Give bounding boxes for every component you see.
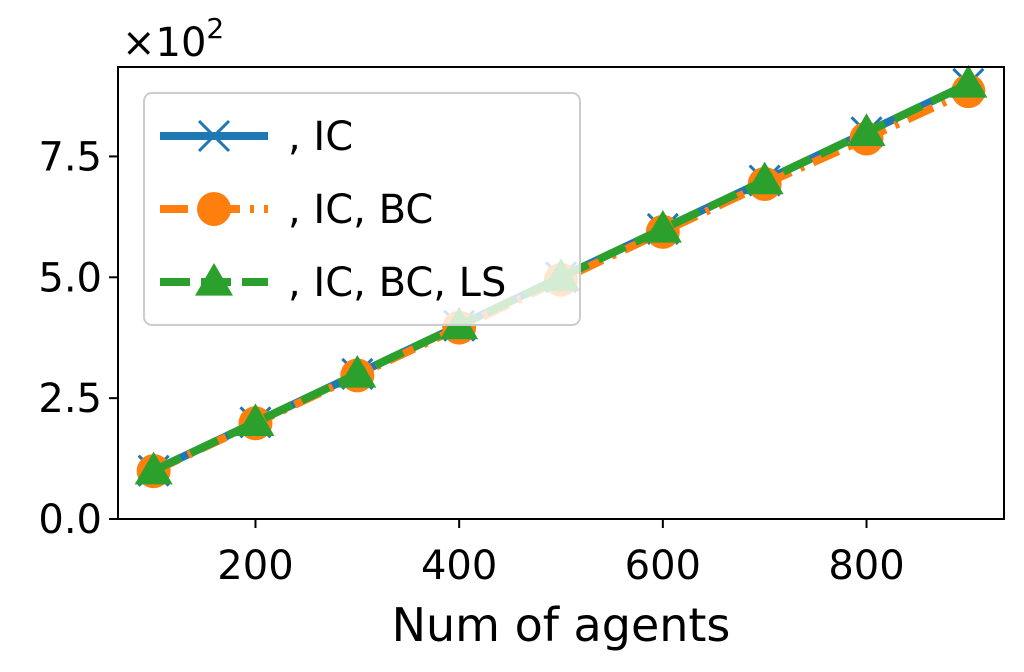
y-tick-label: 5.0: [38, 255, 102, 301]
y-tick-label: 0.0: [38, 497, 102, 543]
legend: , IC , IC, BC , IC, BC, LS: [143, 92, 581, 326]
legend-marker: [197, 192, 231, 226]
plot-frame: [117, 66, 1005, 520]
ticks-layer: 200 400 600 800 0.0 2.5 5.0 7.5: [38, 134, 904, 589]
legend-marker: [195, 263, 233, 296]
x-tick-label: 600: [625, 543, 701, 589]
data-point: [338, 354, 377, 388]
legend-label: , IC: [288, 114, 353, 160]
series-line: [151, 80, 971, 475]
y-multiplier-base: ×10: [122, 20, 206, 66]
x-tick-label: 200: [217, 543, 293, 589]
data-point: [745, 161, 784, 195]
legend-marker: [197, 119, 231, 153]
data-point: [643, 209, 682, 243]
legend-label: , IC, BC: [288, 187, 433, 233]
y-tick-label: 7.5: [38, 134, 102, 180]
x-tick-label: 400: [421, 543, 497, 589]
legend-entries: , IC , IC, BC , IC, BC, LS: [160, 114, 506, 306]
legend-entry-1: , IC: [160, 114, 353, 160]
data-point: [949, 64, 988, 98]
y-multiplier-exponent: 2: [206, 12, 224, 45]
data-point: [134, 451, 173, 485]
y-multiplier: ×102: [122, 12, 224, 66]
legend-box: [143, 92, 581, 326]
x-axis-title: Num of agents: [392, 598, 731, 652]
legend-entry-3: , IC, BC, LS: [160, 260, 506, 306]
series-line: [151, 87, 971, 475]
data-point: [847, 113, 886, 146]
x-tick-label: 800: [828, 543, 904, 589]
legend-entry-2: , IC, BC: [160, 187, 433, 233]
y-tick-label: 2.5: [38, 376, 102, 422]
series-layer: [134, 64, 988, 489]
legend-label: , IC, BC, LS: [288, 260, 506, 306]
data-point: [236, 403, 275, 436]
